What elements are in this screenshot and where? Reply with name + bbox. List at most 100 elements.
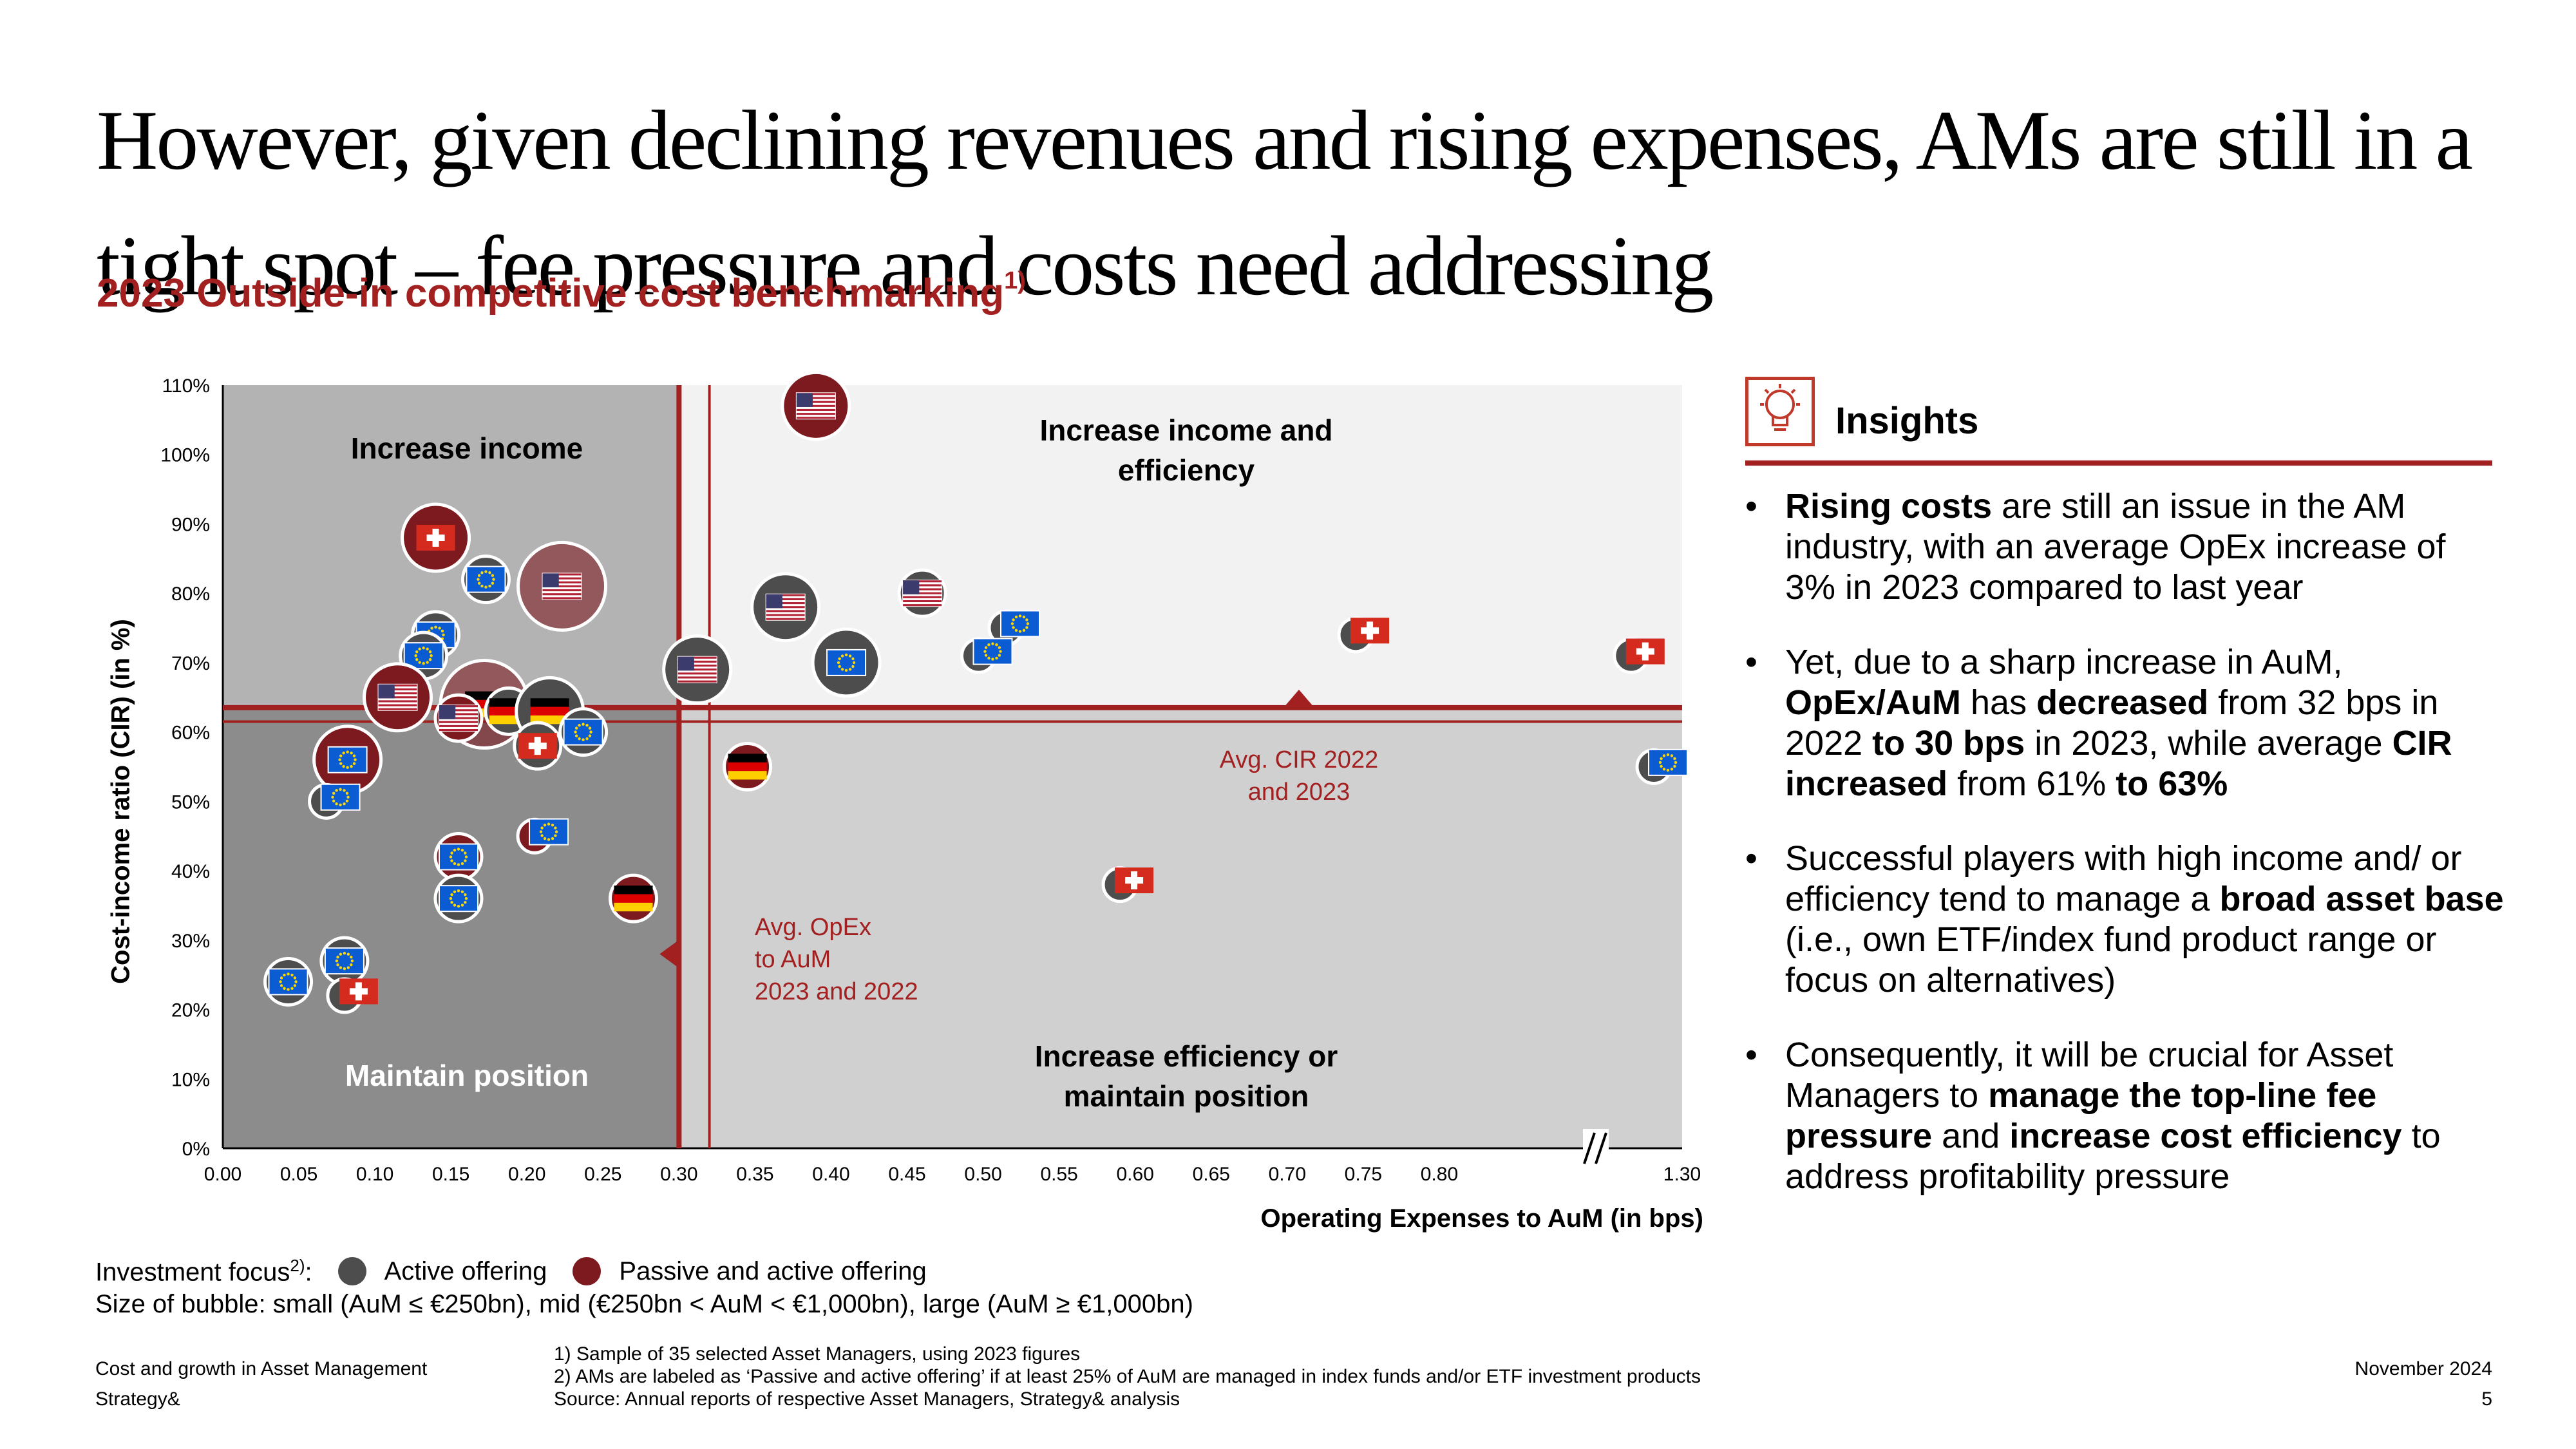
footnote-2: 2) AMs are labeled as ‘Passive and activ… bbox=[554, 1366, 1701, 1387]
eu-flag-star bbox=[450, 859, 453, 862]
us-flag-stripe bbox=[677, 680, 717, 683]
data-point bbox=[263, 956, 314, 1007]
eu-flag-star bbox=[294, 980, 298, 983]
eu-flag-star bbox=[999, 650, 1002, 653]
eu-flag-star bbox=[1662, 768, 1666, 771]
data-point bbox=[326, 977, 378, 1014]
us-flag-stripe bbox=[677, 676, 717, 679]
us-flag-stripe bbox=[439, 705, 478, 708]
eu-flag-star bbox=[450, 900, 453, 904]
eu-flag-star bbox=[1012, 626, 1015, 629]
eu-flag-star bbox=[464, 851, 467, 855]
us-flag-stripe bbox=[378, 700, 417, 703]
eu-flag-star bbox=[1022, 629, 1026, 632]
eu-flag-star bbox=[350, 963, 353, 967]
data-point bbox=[401, 502, 471, 573]
eu-flag-star bbox=[575, 726, 578, 730]
eu-flag-star bbox=[287, 972, 290, 976]
eu-flag-star bbox=[852, 661, 856, 665]
us-flag-stripe bbox=[903, 604, 942, 607]
eu-flag-star bbox=[554, 826, 557, 829]
eu-flag-star bbox=[460, 904, 464, 907]
eu-flag-star bbox=[279, 984, 283, 987]
insight-bullet-3: Successful players with high income and/… bbox=[1745, 838, 2505, 1001]
y-tick-label: 110% bbox=[162, 375, 210, 397]
us-flag-stripe bbox=[378, 704, 417, 706]
data-point bbox=[363, 662, 433, 733]
us-flag-stripe bbox=[542, 597, 582, 600]
eu-flag-star bbox=[339, 754, 343, 757]
eu-flag-star bbox=[345, 799, 349, 802]
data-point bbox=[960, 637, 1013, 674]
eu-flag-star bbox=[290, 987, 294, 990]
quadrant-bottom-left bbox=[223, 707, 679, 1148]
us-flag-canton bbox=[439, 705, 456, 719]
eu-flag-star bbox=[345, 791, 349, 795]
eu-flag-star bbox=[453, 862, 457, 866]
eu-flag-star bbox=[457, 904, 460, 908]
eu-flag-star bbox=[453, 904, 457, 907]
eu-flag-star bbox=[354, 758, 357, 761]
y-axis-label: Cost-income ratio (CIR) (in %) bbox=[106, 619, 135, 984]
us-flag-stripe bbox=[542, 581, 582, 583]
insight-bullet-2: Yet, due to a sharp increase in AuM, OpE… bbox=[1745, 642, 2505, 804]
eu-flag-star bbox=[1666, 753, 1670, 757]
data-point bbox=[811, 627, 882, 698]
data-point bbox=[558, 707, 609, 757]
eu-flag-star bbox=[352, 762, 356, 765]
us-flag-stripe bbox=[439, 709, 478, 712]
eu-flag-star bbox=[442, 633, 445, 637]
eu-flag-star bbox=[415, 658, 419, 661]
x-tick-label: 0.60 bbox=[1117, 1164, 1154, 1185]
eu-flag-star bbox=[991, 642, 994, 645]
eu-flag-star bbox=[588, 734, 592, 737]
eu-flag-star bbox=[491, 574, 495, 577]
eu-flag-star bbox=[582, 723, 585, 726]
us-flag-stripe bbox=[677, 664, 717, 667]
data-point bbox=[516, 540, 608, 632]
x-tick-label: 0.80 bbox=[1421, 1164, 1458, 1185]
x-tick-label: 0.05 bbox=[280, 1164, 317, 1185]
insights-list: Rising costs are still an issue in the A… bbox=[1745, 486, 2505, 1231]
data-point bbox=[319, 936, 370, 986]
eu-flag-star bbox=[540, 826, 544, 829]
eu-flag-star bbox=[287, 988, 290, 991]
eu-flag-star bbox=[984, 654, 988, 657]
eu-flag-star bbox=[995, 656, 998, 660]
eu-flag-star bbox=[331, 795, 334, 799]
eu-flag-star bbox=[339, 952, 343, 956]
us-flag-stripe bbox=[766, 594, 805, 596]
eu-flag-star bbox=[350, 764, 353, 768]
chart-subtitle: 2023 Outside-in competitive cost benchma… bbox=[97, 267, 1026, 316]
eu-flag-star bbox=[547, 822, 551, 826]
eu-flag-star bbox=[1660, 764, 1663, 768]
x-tick-label: 0.45 bbox=[888, 1164, 925, 1185]
eu-flag-star bbox=[342, 752, 345, 755]
eu-flag-star bbox=[492, 578, 495, 581]
legend-passive-swatch bbox=[573, 1257, 601, 1286]
eu-flag-star bbox=[335, 959, 339, 963]
insights-header: Insights bbox=[1745, 377, 2492, 466]
subtitle-text: 2023 Outside-in competitive cost benchma… bbox=[97, 271, 1005, 316]
eu-flag-star bbox=[484, 570, 488, 573]
us-flag-stripe bbox=[766, 602, 805, 605]
eu-flag-star bbox=[554, 834, 557, 837]
us-flag-stripe bbox=[903, 588, 942, 591]
us-flag-stripe bbox=[439, 724, 478, 727]
legend-prefix: Investment focus2): bbox=[95, 1256, 312, 1287]
us-flag-canton bbox=[378, 684, 395, 699]
eu-flag-star bbox=[350, 959, 354, 963]
eu-flag-star bbox=[575, 734, 578, 737]
lightbulb-icon bbox=[1745, 377, 1815, 446]
eu-flag-star bbox=[450, 851, 453, 855]
eu-flag-star bbox=[983, 650, 987, 653]
avg-cir-marker bbox=[1283, 689, 1314, 708]
eu-flag-star bbox=[332, 799, 336, 802]
y-tick-label: 80% bbox=[171, 583, 210, 605]
eu-flag-star bbox=[422, 646, 425, 650]
eu-flag-star bbox=[339, 966, 343, 969]
de-flag-stripe bbox=[728, 762, 767, 772]
x-tick-label: 0.15 bbox=[432, 1164, 469, 1185]
de-flag-stripe bbox=[614, 902, 653, 912]
page-title: However, given declining revenues and ri… bbox=[97, 93, 2473, 313]
